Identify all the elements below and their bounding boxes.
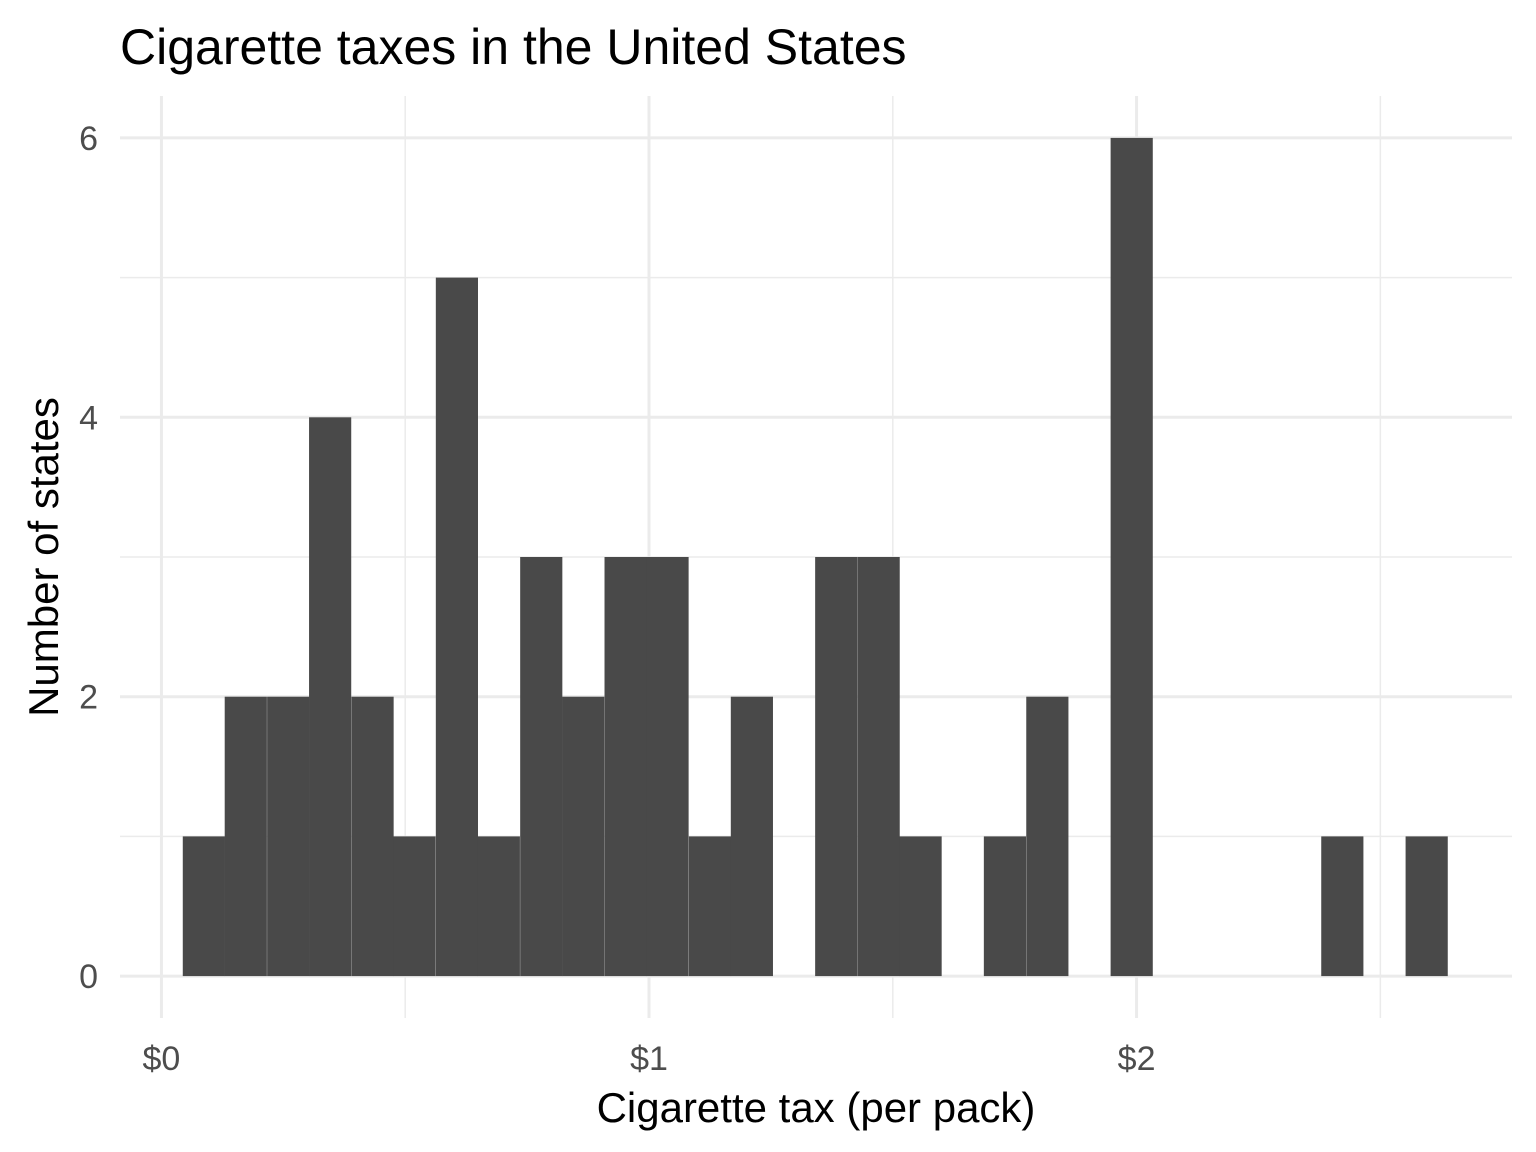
y-tick-label: 2	[79, 679, 98, 717]
histogram-bar	[857, 557, 900, 977]
histogram-bar	[815, 557, 858, 977]
histogram-bar	[520, 557, 563, 977]
histogram-bar	[646, 557, 689, 977]
histogram-bar	[435, 277, 478, 977]
y-tick-label: 6	[79, 120, 98, 158]
tick-labels: $0 $1 $2 0 2 4 6	[79, 120, 1155, 1078]
histogram-bar	[1321, 836, 1364, 977]
histogram-bar	[351, 696, 394, 977]
histogram-bar	[604, 557, 647, 977]
histogram-bar	[224, 696, 267, 977]
y-tick-label: 0	[79, 958, 98, 996]
histogram-bar	[309, 417, 352, 977]
histogram-bar	[477, 836, 520, 977]
histogram-bar	[899, 836, 942, 977]
histogram-bar	[1110, 137, 1153, 977]
histogram-bar	[267, 696, 310, 977]
histogram-bar	[1026, 696, 1069, 977]
y-axis-title: Number of states	[20, 397, 67, 717]
histogram-bar	[182, 836, 225, 977]
histogram-bar	[1405, 836, 1448, 977]
x-tick-label: $2	[1118, 1040, 1156, 1078]
x-tick-label: $0	[143, 1040, 181, 1078]
histogram-bars	[182, 137, 1448, 977]
chart-title: Cigarette taxes in the United States	[120, 19, 907, 75]
x-axis-title: Cigarette tax (per pack)	[597, 1084, 1036, 1131]
histogram-bar	[393, 836, 436, 977]
histogram-bar	[730, 696, 773, 977]
y-tick-label: 4	[79, 399, 98, 437]
histogram-bar	[688, 836, 732, 977]
histogram-bar	[562, 696, 605, 977]
histogram-bar	[983, 836, 1027, 977]
x-tick-label: $1	[630, 1040, 668, 1078]
